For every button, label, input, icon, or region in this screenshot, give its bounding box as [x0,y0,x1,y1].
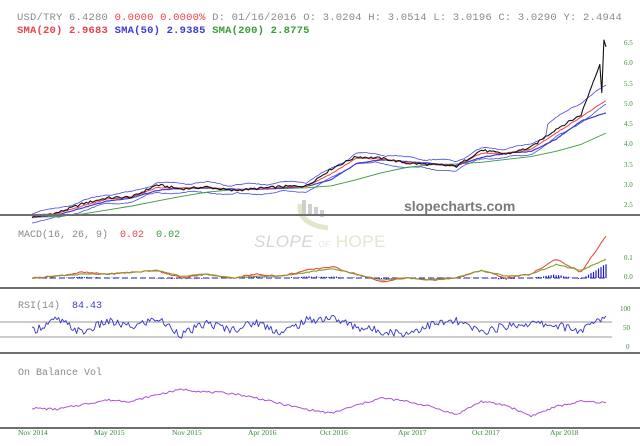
y-label: Y: [563,12,577,24]
open-label: O: [303,12,317,24]
x-tick-label: Apr 2016 [248,428,277,437]
obv-label: On Balance Vol [18,368,103,379]
high-label: H: [368,12,382,24]
x-tick-label: Apr 2018 [550,428,579,437]
sma50-label: SMA(50) [114,25,161,37]
rsi-line [31,314,607,339]
panel-divider [0,427,640,429]
last-price: 6.4280 [69,12,109,24]
obv-legend: On Balance Vol [6,357,102,379]
price-tick-label: 6.5 [624,39,633,47]
price-tick-label: 4.0 [624,140,633,149]
panel-divider [0,352,640,354]
slopecharts-watermark: slopecharts.com [404,198,516,214]
sma200-value: 2.8775 [270,25,310,37]
low: 3.0196 [452,12,492,24]
y-value: 2.4944 [582,12,622,24]
x-tick-label: Nov 2015 [172,428,202,437]
bollinger-lower-line [31,103,607,224]
price-header: USD/TRY 6.4280 0.0000 0.0000% D: 01/16/2… [4,0,622,24]
sma50-value: 2.9385 [166,25,206,37]
price-tick-label: 3.5 [624,160,633,169]
sma20-label: SMA(20) [17,25,63,37]
close-label: C: [498,12,512,24]
sma20-value: 2.9683 [69,25,109,37]
macd-tick-label: 0.0 [624,273,633,281]
bollinger-upper-line [31,84,607,215]
panel-divider [0,214,640,216]
slope-of-hope-watermark: SLOPE OF HOPE [254,232,386,252]
sma20-line [31,100,607,218]
sma200-label: SMA(200) [212,25,265,37]
sma200-line [31,132,607,218]
high: 3.0514 [387,12,427,24]
x-tick-label: Oct 2016 [320,428,348,437]
sma50-line [31,112,607,219]
macd-value: 0.02 [120,230,145,241]
rsi-tick-label: 100 [620,305,631,313]
date: 01/16/2016 [231,12,297,24]
rsi-tick-label: 50 [623,324,630,332]
change: 0.0000 [114,12,154,24]
rsi-label: RSI(14) [18,301,61,312]
close: 3.0290 [517,12,557,24]
symbol: USD/TRY [17,12,63,24]
obv-line [31,388,607,418]
watermark-of: OF [318,240,331,249]
watermark-hope: HOPE [335,232,386,251]
rsi-legend: RSI(14) 84.43 [6,290,102,312]
sma-legend: SMA(20) 2.9683 SMA(50) 2.9385 SMA(200) 2… [4,13,310,37]
price-tick-label: 6.0 [624,59,633,68]
macd-label: MACD(16, 26, 9) [18,230,109,241]
price-tick-label: 4.5 [624,120,633,128]
macd-signal-line [31,258,607,281]
rsi-value: 84.43 [72,301,103,312]
open: 3.0204 [322,12,362,24]
change-pct: 0.0000% [160,12,206,24]
date-label: D: [212,12,226,24]
x-tick-label: May 2015 [94,428,125,437]
price-tick-label: 2.5 [624,201,633,209]
low-label: L: [433,12,447,24]
price-tick-label: 5.0 [624,99,633,108]
rsi-tick-label: 0 [626,343,630,351]
price-tick-label: 3.0 [624,180,633,189]
macd-legend: MACD(16, 26, 9) 0.02 0.02 [6,219,180,241]
price-line [31,39,607,219]
price-tick-label: 5.5 [624,79,633,88]
watermark-slope: SLOPE [254,232,314,251]
x-tick-label: Oct 2017 [472,428,500,437]
macd-signal-value: 0.02 [156,230,181,241]
x-tick-label: Apr 2017 [398,428,427,437]
x-tick-label: Nov 2014 [18,428,48,437]
panel-divider [0,287,640,289]
macd-tick-label: 0.1 [624,254,633,262]
